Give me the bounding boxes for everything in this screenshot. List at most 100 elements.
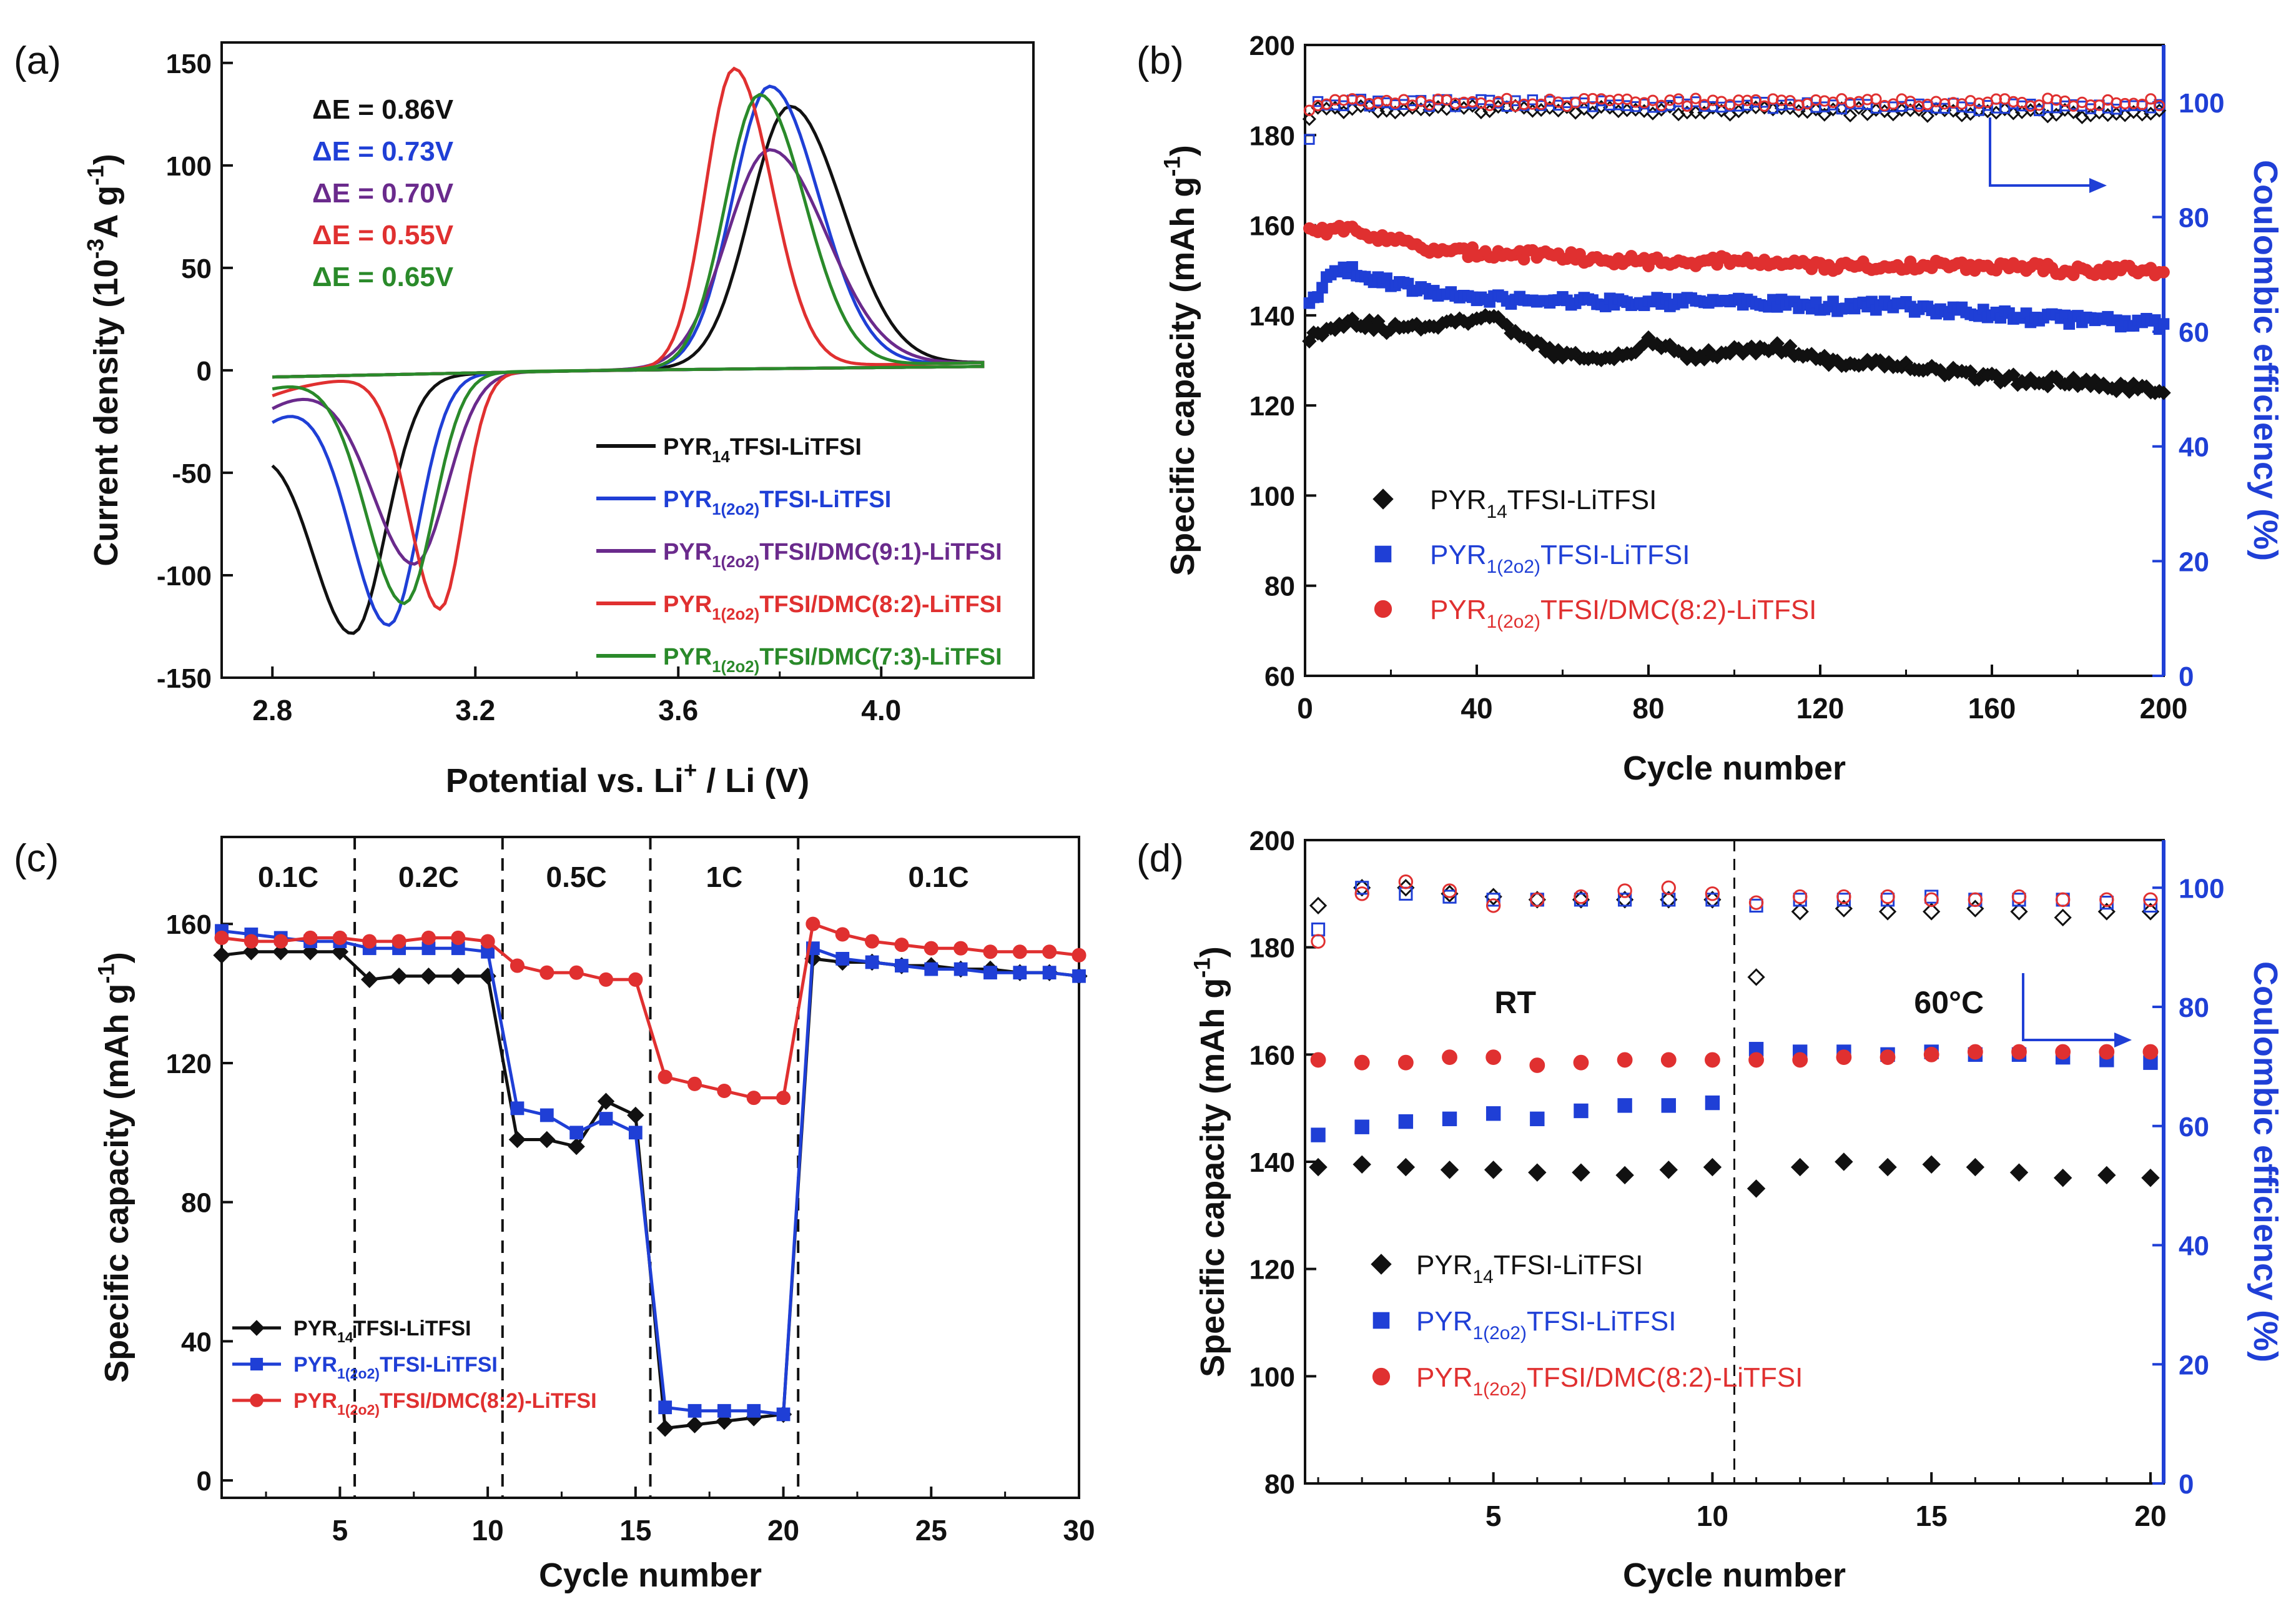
efficiency-point-blue (1355, 881, 1369, 895)
legend-entry-part: TFSI-LiTFSI (380, 1353, 498, 1377)
capacity-point-black (1703, 1157, 1722, 1177)
rate-point-red (598, 972, 614, 987)
capacity-point-red (1705, 1052, 1720, 1068)
y-axis-label-part: Current density (10 (87, 259, 125, 567)
y-axis-label: Current density (10-3A g-1) (82, 154, 125, 566)
legend-entry: PYR1(2o2)TFSI/DMC(9:1)-LiTFSI (663, 539, 1002, 571)
capacity-point-blue (1311, 1127, 1326, 1142)
panel-a: (a) 2.8 3.2 3.6 4.0 -150 -100 -50 0 50 100 150 Poten… (14, 39, 1035, 800)
y-tick-label: 160 (1249, 1040, 1295, 1071)
rate-point-red (510, 958, 525, 973)
panel-label: (c) (14, 837, 59, 880)
capacity-point-black (2009, 1163, 2029, 1182)
legend-entry: PYR14TFSI-LiTFSI (1416, 1250, 1643, 1287)
rate-point-red (983, 944, 998, 959)
legend-entry: PYR1(2o2)TFSI/DMC(8:2)-LiTFSI (663, 592, 1002, 623)
capacity-point-black (2053, 1169, 2072, 1187)
y-axis-label-part: Specific capacity (mAh g (1194, 978, 1231, 1377)
delta-e-annotation: ΔE = 0.65V (312, 262, 454, 292)
capacity-point-black (2097, 1166, 2116, 1185)
panel-b: (b)0 40 80 120 160 20060801001201401601802000… (1136, 31, 2284, 787)
rate-point-black (597, 1092, 615, 1110)
x-tick-label: 5 (1486, 1500, 1502, 1532)
capacity-point-black (1835, 1152, 1853, 1171)
y-tick-label: -150 (157, 663, 212, 694)
efficiency-point-red (1924, 892, 1939, 908)
y-tick-label: 160 (166, 909, 212, 940)
efficiency-point-blue (1486, 893, 1500, 907)
y-axis-label-part: -1 (1189, 958, 1215, 978)
rate-point-blue (540, 1108, 554, 1122)
y-tick-label: 120 (1249, 1255, 1295, 1285)
efficiency-point-red (1578, 92, 1590, 105)
x-tick-label: 25 (915, 1514, 947, 1547)
y2-tick-label: 20 (2179, 547, 2209, 577)
legend-entry-part: TFSI/DMC(8:2)-LiTFSI (1540, 595, 1816, 625)
capacity-point-red (1967, 1044, 1983, 1060)
efficiency-point-red (1486, 898, 1501, 913)
x-tick-label: 4.0 (861, 694, 901, 726)
efficiency-point-red (1758, 100, 1770, 112)
legend-entry-part: 1(2o2) (337, 1365, 380, 1382)
y-tick-label: 0 (197, 1466, 212, 1497)
right-axis-arrow (2022, 973, 2117, 1041)
y2-tick-label: 60 (2179, 1112, 2209, 1142)
legend-entry-part: TFSI/DMC(7:3)-LiTFSI (759, 644, 1002, 670)
efficiency-point-blue (1442, 889, 1457, 904)
capacity-point-black (1791, 1157, 1810, 1177)
efficiency-point-red (2136, 98, 2148, 111)
x-axis-label-part: + (684, 757, 697, 783)
y2-tick-label: 40 (2179, 1231, 2209, 1262)
capacity-point-blue (1316, 282, 1328, 294)
rate-label: 0.1C (909, 861, 969, 893)
capacity-point-red (1573, 1054, 1589, 1071)
capacity-point-black (2141, 1169, 2160, 1187)
y-axis-label: Specific capacity (mAh g-1) (1189, 946, 1231, 1377)
legend-entry-part: 1(2o2) (1486, 611, 1540, 632)
efficiency-point-black (1791, 903, 1809, 921)
rate-point-red (362, 934, 377, 949)
capacity-point-blue (1705, 1095, 1720, 1111)
legend-marker (250, 1357, 264, 1371)
legend-entry-part: 1(2o2) (1472, 1323, 1526, 1344)
efficiency-point-red (2055, 892, 2071, 908)
efficiency-point-red (1990, 93, 2003, 105)
y-tick-label: 140 (1249, 301, 1295, 332)
y-tick-label: 160 (1249, 211, 1295, 242)
y-tick-label: -50 (172, 458, 212, 489)
legend-marker (1374, 545, 1392, 563)
y-tick-label: -100 (157, 561, 212, 592)
legend-entry-part: 1(2o2) (712, 501, 759, 518)
legend-entry-part: PYR (663, 487, 712, 513)
legend-entry-part: 14 (712, 448, 730, 466)
rate-label: 0.2C (398, 861, 459, 893)
y2-axis-label: Coulombic efficiency (%) (2247, 961, 2284, 1362)
y-axis-label-part: A g (87, 186, 125, 239)
y-axis-label: Specific capacity (mAh g-1) (93, 952, 135, 1383)
rate-point-red (540, 965, 554, 980)
legend-marker (1371, 1254, 1392, 1275)
rate-point-blue (510, 1101, 525, 1116)
legend-entry-part: PYR (1416, 1362, 1472, 1393)
legend-entry-part: 1(2o2) (712, 606, 759, 623)
y2-tick-label: 100 (2179, 88, 2224, 119)
y-tick-label: 200 (1249, 31, 1295, 61)
y-axis-label-part: ) (98, 952, 135, 963)
region-label: 60°C (1914, 985, 1984, 1020)
x-tick-label: 3.2 (455, 694, 495, 726)
capacity-point-blue (2157, 318, 2170, 330)
capacity-point-black (1309, 1157, 1328, 1177)
legend-entry-part: TFSI-LiTFSI (1540, 540, 1690, 570)
rate-point-red (1072, 948, 1086, 963)
capacity-point-red (1836, 1049, 1852, 1066)
efficiency-point-red (2119, 97, 2131, 110)
rate-point-blue (953, 962, 968, 976)
y-tick-label: 50 (181, 254, 212, 284)
legend-entry-part: TFSI-LiTFSI (730, 434, 862, 460)
legend-entry-part: TFSI/DMC(8:2)-LiTFSI (380, 1389, 597, 1413)
efficiency-point-red (1681, 100, 1693, 112)
capacity-point-blue (1398, 1114, 1414, 1129)
rate-point-red (1012, 944, 1027, 959)
legend-entry: PYR14TFSI-LiTFSI (1430, 485, 1657, 522)
